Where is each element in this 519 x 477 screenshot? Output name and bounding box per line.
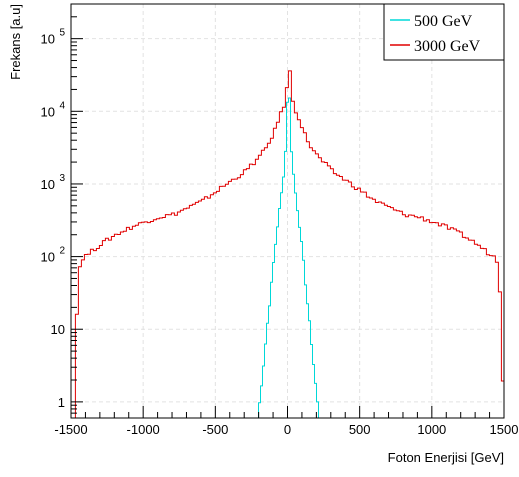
y-tick-exponent: 4 (59, 100, 65, 111)
x-tick-label: -500 (202, 422, 228, 437)
x-tick-label: 500 (349, 422, 371, 437)
x-tick-label: -1000 (127, 422, 160, 437)
axis-ticks: -1500 -1000 -500 0 500 1000 1500 1 10 10 2 10 3 10 4 10… (41, 3, 519, 437)
series-line-1 (256, 97, 321, 419)
series-line-2 (72, 70, 505, 419)
y-tick-label: 1 (58, 395, 65, 410)
legend-label: 500 GeV (414, 13, 473, 30)
grid (70, 4, 505, 418)
y-tick-label: 10 (41, 250, 55, 265)
x-tick-label: 1000 (417, 422, 446, 437)
y-tick-label: 10 (51, 322, 65, 337)
y-tick-exponent: 2 (59, 246, 65, 257)
series-layer (72, 70, 505, 419)
y-tick-label: 10 (41, 177, 55, 192)
legend: 500 GeV 3000 GeV (383, 3, 505, 61)
y-tick-label: 10 (41, 32, 55, 47)
y-tick-exponent: 3 (59, 173, 65, 184)
y-tick-exponent: 5 (59, 28, 65, 39)
y-axis-label: Frekans [a.u] (8, 4, 23, 80)
y-tick-label: 10 (41, 104, 55, 119)
x-tick-label: 1500 (490, 422, 519, 437)
legend-box (383, 3, 505, 61)
x-axis-label: Foton Enerjisi [GeV] (388, 450, 504, 465)
x-tick-label: -1500 (54, 422, 87, 437)
legend-label: 3000 GeV (414, 38, 481, 55)
x-tick-label: 0 (284, 422, 291, 437)
